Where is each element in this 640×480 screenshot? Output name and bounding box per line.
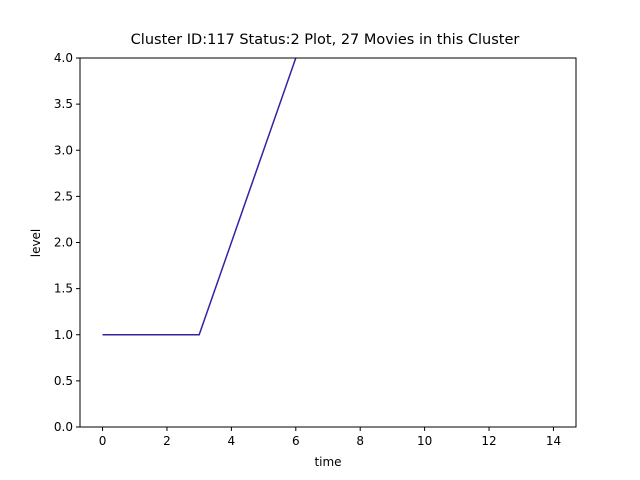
y-tick-label: 2.0 [54, 236, 73, 250]
chart-title: Cluster ID:117 Status:2 Plot, 27 Movies … [131, 32, 520, 48]
x-tick-label: 12 [481, 434, 496, 448]
y-tick-label: 1.0 [54, 328, 73, 342]
y-tick-label: 3.0 [54, 143, 73, 157]
x-tick-label: 0 [99, 434, 107, 448]
data-line [102, 58, 297, 336]
x-tick-label: 2 [163, 434, 171, 448]
axes-frame [79, 57, 577, 428]
y-tick-label: 0.0 [54, 420, 73, 434]
x-tick-label: 10 [417, 434, 432, 448]
x-tick-label: 6 [292, 434, 300, 448]
x-tick-label: 4 [228, 434, 236, 448]
x-tick-label: 8 [356, 434, 364, 448]
plot-area [102, 58, 297, 336]
x-axis-label: time [314, 455, 341, 469]
y-tick-label: 0.5 [54, 374, 73, 388]
y-tick-label: 3.5 [54, 97, 73, 111]
y-tick-label: 2.5 [54, 189, 73, 203]
y-tick-label: 4.0 [54, 51, 73, 65]
y-tick-label: 1.5 [54, 282, 73, 296]
y-axis-label: level [29, 229, 43, 258]
x-tick-label: 14 [546, 434, 561, 448]
